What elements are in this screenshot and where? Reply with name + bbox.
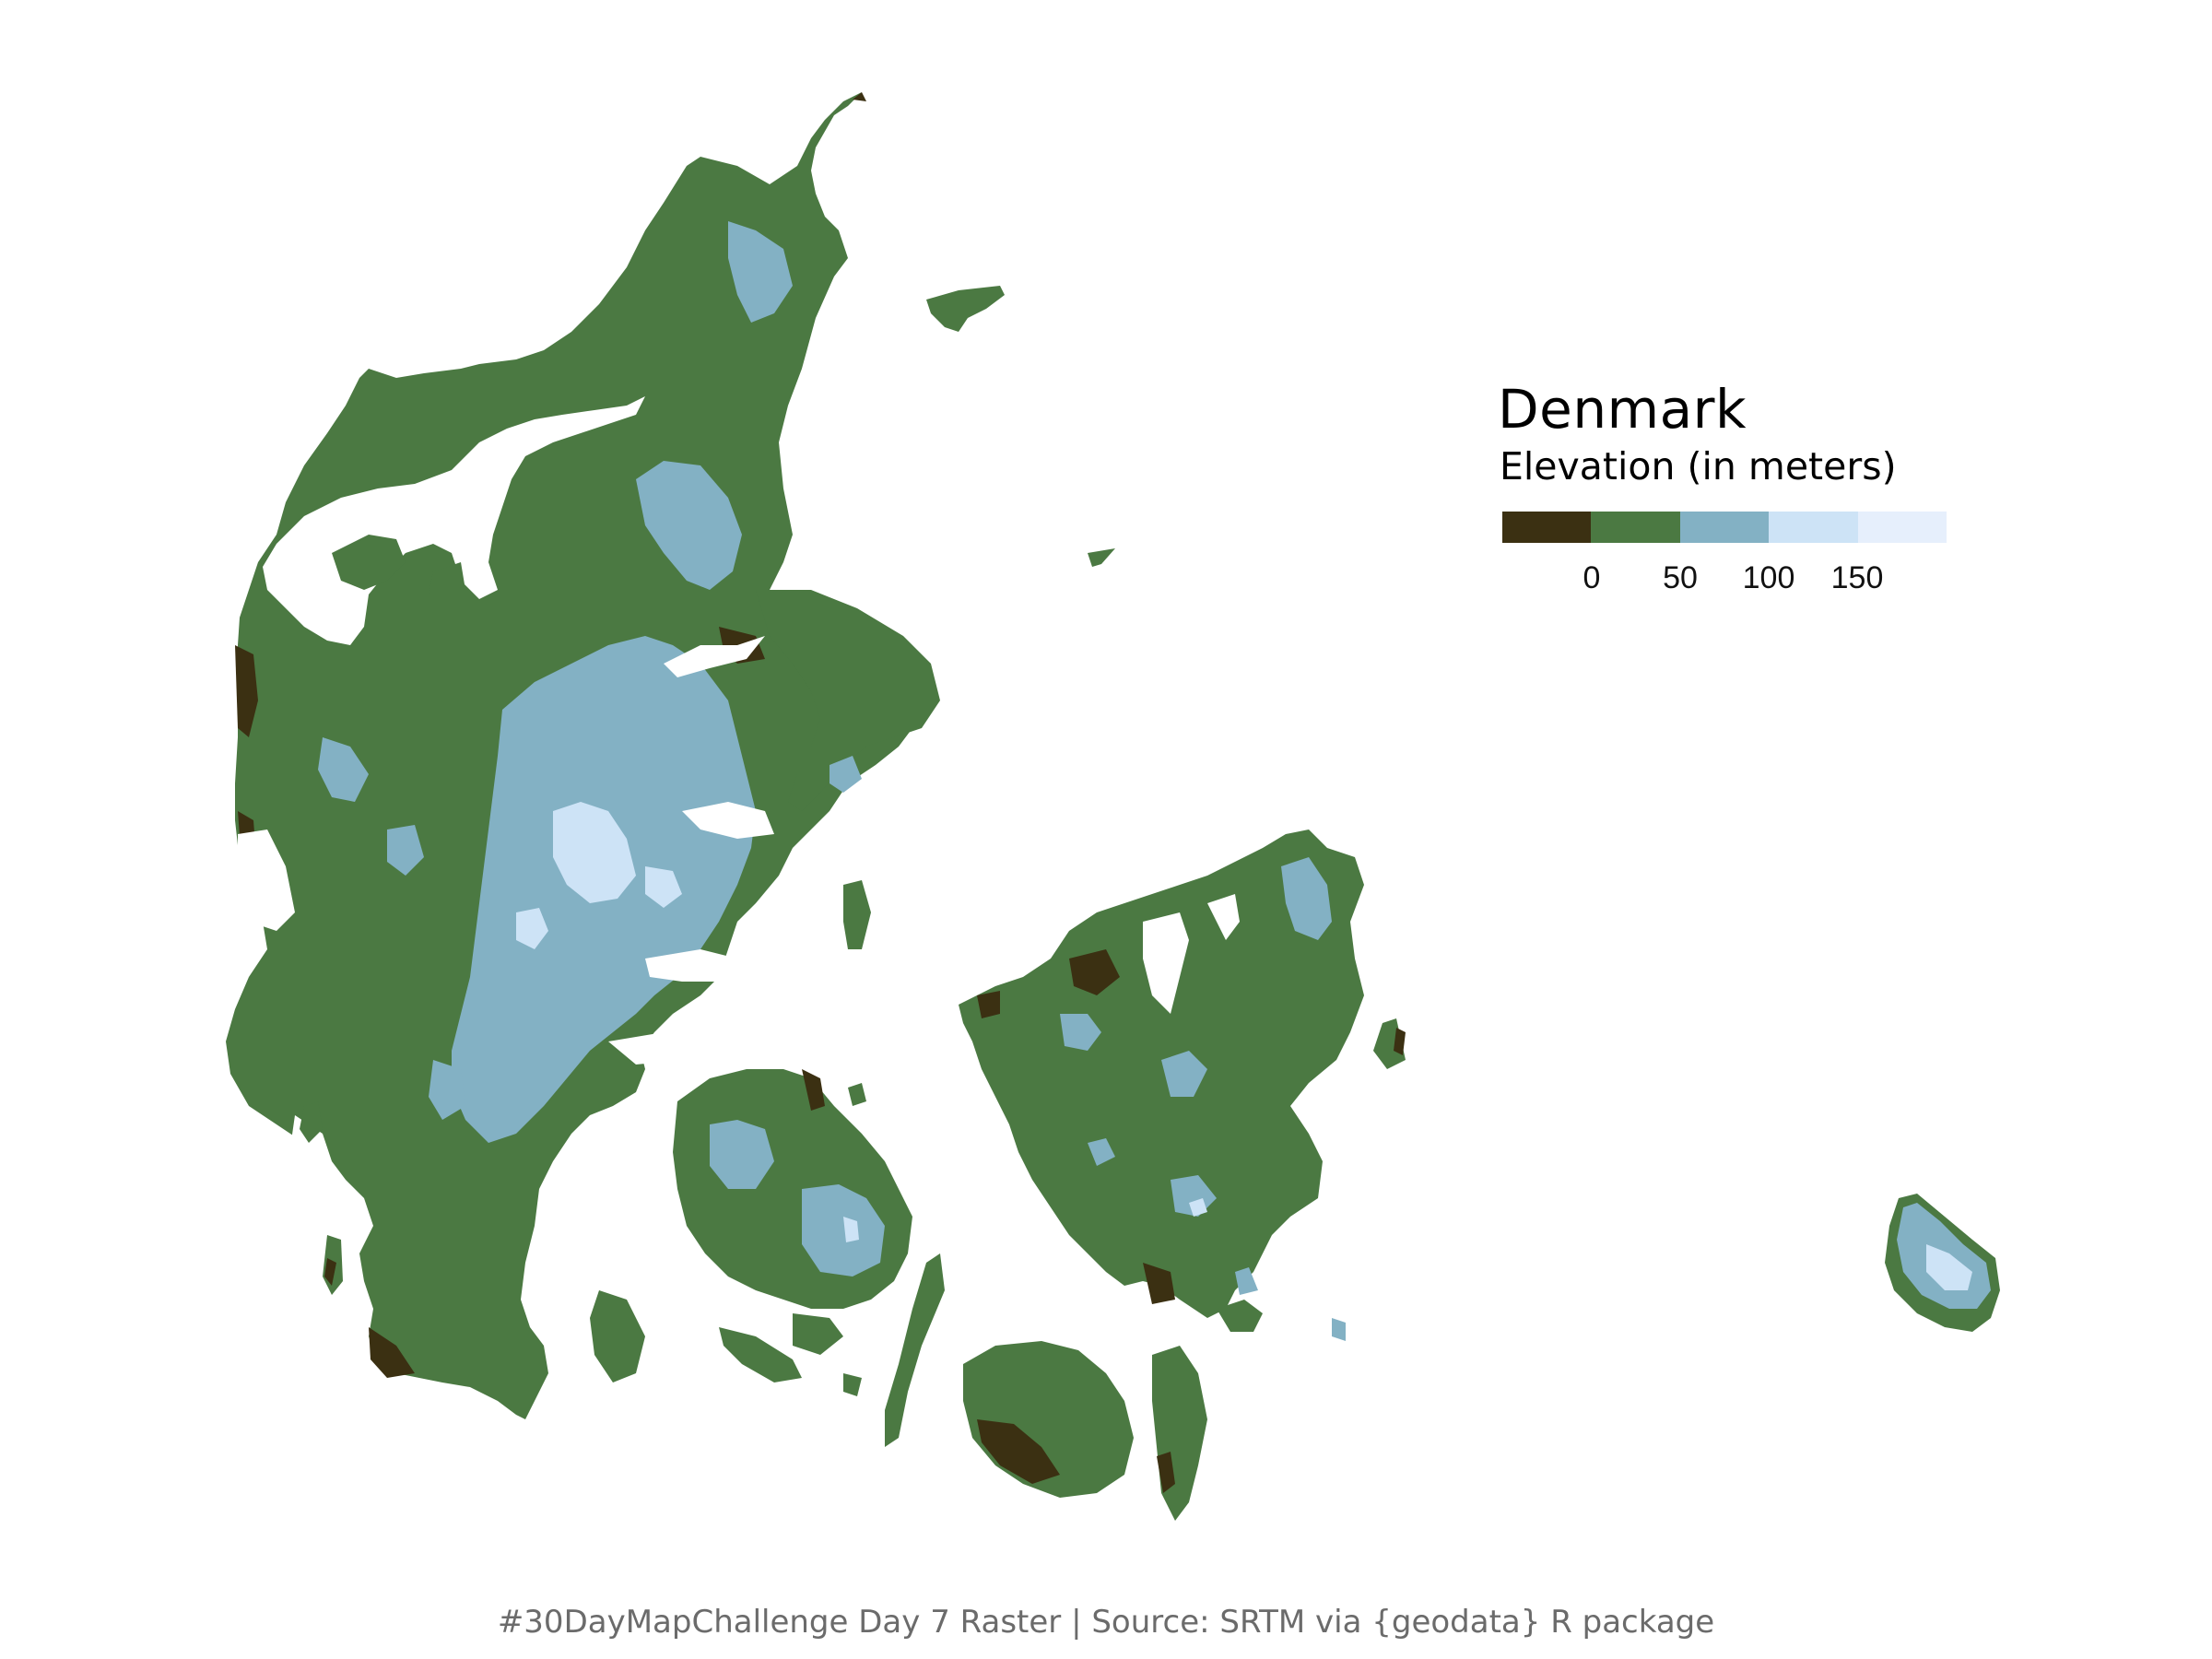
langeland-island [885, 1253, 945, 1447]
amager-island [1332, 1318, 1346, 1341]
small-island-1 [848, 1083, 866, 1106]
legend-tick: 0 [1583, 560, 1601, 595]
east-coast-islet [1394, 1028, 1406, 1055]
legend-tick: 100 [1742, 560, 1795, 595]
legend-subtitle: Elevation (in meters) [1500, 444, 1897, 488]
zealand-landmass [959, 830, 1364, 1318]
laeso-island [926, 286, 1005, 332]
legend-color-bar [1502, 512, 1947, 543]
legend-tick: 150 [1830, 560, 1884, 595]
jutland-landmass [226, 92, 922, 1419]
small-island-2 [843, 1373, 862, 1396]
romo-island-dark [324, 1258, 336, 1286]
caption: #30DayMapChallenge Day 7 Raster | Source… [497, 1604, 1715, 1641]
aero-island [719, 1327, 802, 1382]
als-island [590, 1290, 645, 1382]
legend-swatch [1679, 512, 1770, 543]
tasinge-island [793, 1313, 843, 1355]
bornholm-landmass [1885, 1194, 2000, 1332]
lolland-falster-landmass [963, 1300, 1263, 1521]
legend-swatch [1857, 512, 1947, 543]
funen-landmass [673, 1069, 912, 1309]
anholt-island [1088, 548, 1115, 567]
legend-swatch [1502, 512, 1592, 543]
fano-island [300, 1101, 323, 1143]
djursland-landmass [756, 590, 940, 811]
samso-island [843, 880, 871, 949]
legend-swatch [1591, 512, 1680, 543]
legend-tick: 50 [1663, 560, 1698, 595]
legend-swatch [1769, 512, 1858, 543]
legend-title: Denmark [1498, 378, 1747, 441]
